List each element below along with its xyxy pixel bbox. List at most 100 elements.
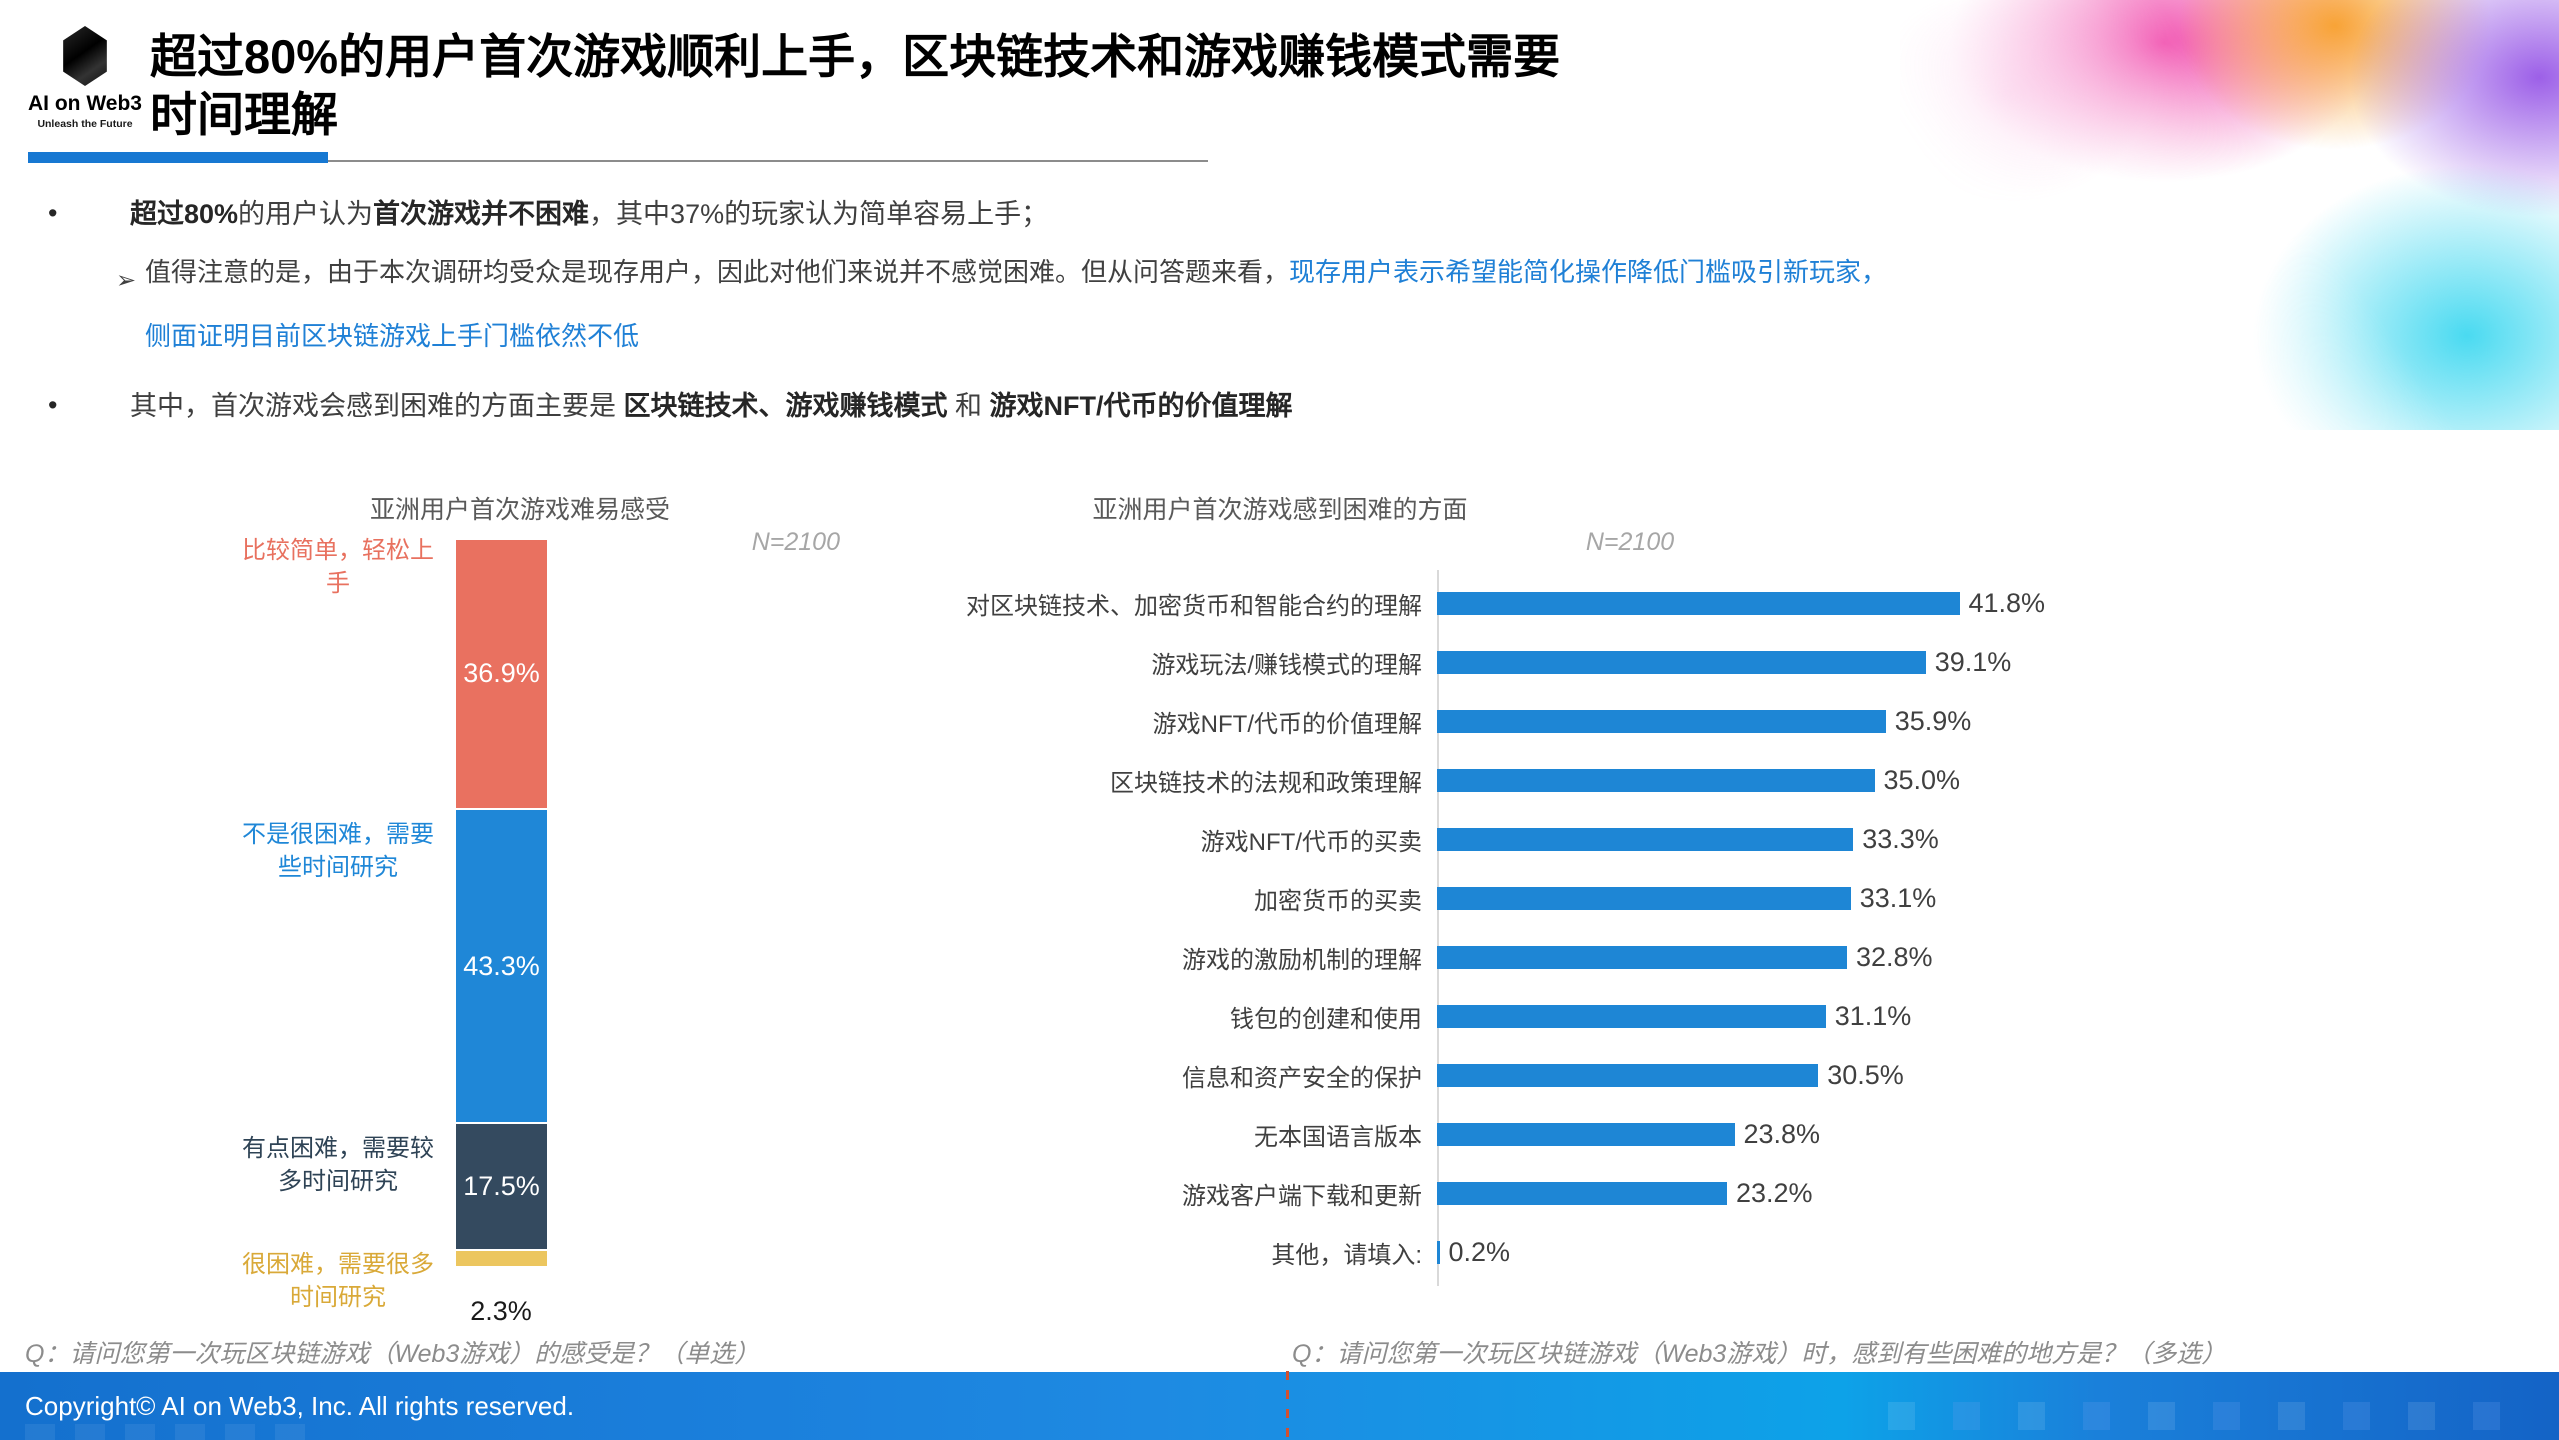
bar <box>1437 887 1851 910</box>
sub-bullet-arrow-icon: ➢ <box>116 267 137 294</box>
bar-value-label: 35.0% <box>1883 765 1961 795</box>
bar <box>1437 1005 1826 1028</box>
footer-decor-square <box>2018 1402 2045 1430</box>
stacked-bar: 36.9% 43.3% 17.5% <box>456 540 547 1266</box>
bar-row-label: 游戏客户端下载和更新 <box>1182 1183 1422 1210</box>
bar-row-label: 无本国语言版本 <box>1254 1124 1422 1151</box>
bar-row: 游戏NFT/代币的买卖 33.3% <box>860 810 2260 869</box>
bar-row: 信息和资产安全的保护 30.5% <box>860 1046 2260 1105</box>
bar-row-label: 游戏NFT/代币的价值理解 <box>1152 711 1422 738</box>
bar-value-label: 33.3% <box>1862 824 1939 854</box>
logo-tagline: Unleash the Future <box>37 118 133 130</box>
bullet-item-1: 超过80%的用户认为首次游戏并不困难，其中37%的玩家认为简单容易上手； <box>130 196 1048 232</box>
footer-divider-dashed-line <box>1286 1371 1289 1440</box>
bar-row: 对区块链技术、加密货币和智能合约的理解 41.8% <box>860 574 2260 633</box>
sub-bullet-item: 值得注意的是，由于本次调研均受众是现存用户，因此对他们来说并不感觉困难。但从问答… <box>145 240 2445 368</box>
bar <box>1437 710 1886 733</box>
bar-value-label: 23.8% <box>1743 1119 1821 1149</box>
bar-row-label: 钱包的创建和使用 <box>1230 1006 1422 1033</box>
stacked-bar-segment: 36.9% <box>456 540 547 808</box>
bar-row: 游戏的激励机制的理解 32.8% <box>860 928 2260 987</box>
logo-gem-icon <box>63 26 107 86</box>
category-label-somewhat-hard: 有点困难，需要较多时间研究 <box>242 1135 434 1195</box>
sub-bullet-highlight-2: 侧面证明目前区块链游戏上手门槛依然不低 <box>145 321 640 351</box>
bullet-2-bold-1: 区块链技术、游戏赚钱模式 <box>623 391 948 421</box>
bar-row-label: 区块链技术的法规和政策理解 <box>1110 770 1422 797</box>
bar <box>1437 1182 1727 1205</box>
bar-value-label: 30.5% <box>1827 1060 1904 1090</box>
bullet-1-bold-2: 首次游戏并不困难 <box>373 199 590 229</box>
sub-bullet-text: 值得注意的是，由于本次调研均受众是现存用户，因此对他们来说并不感觉困难。但从问答… <box>145 257 1290 287</box>
bullet-item-2: 其中，首次游戏会感到困难的方面主要是 区块链技术、游戏赚钱模式 和 游戏NFT/… <box>130 388 1293 424</box>
footer-decor-square <box>2278 1402 2305 1430</box>
axis-line <box>1437 570 1439 1286</box>
logo-name: AI on Web3 <box>28 92 142 115</box>
bullet-2-bold-2: 游戏NFT/代币的价值理解 <box>989 391 1293 421</box>
footer-decor-square <box>1888 1402 1915 1430</box>
bullet-marker: • <box>48 390 58 420</box>
bar <box>1437 1123 1735 1146</box>
bar-row: 无本国语言版本 23.8% <box>860 1105 2260 1164</box>
question-note-left: Q：请问您第一次玩区块链游戏（Web3游戏）的感受是？（单选） <box>25 1340 760 1368</box>
bar-row-label: 游戏玩法/赚钱模式的理解 <box>1151 652 1422 679</box>
stacked-bar-segment: 17.5% <box>456 1122 547 1250</box>
footer: Copyright© AI on Web3, Inc. All rights r… <box>0 1372 2559 1440</box>
footer-decor-square <box>2148 1402 2175 1430</box>
footer-decor-square <box>275 1424 305 1440</box>
logo: AI on Web3 Unleash the Future <box>20 26 150 130</box>
page-title: 超过80%的用户首次游戏顺利上手，区块链技术和游戏赚钱模式需要时间理解 <box>150 30 1561 141</box>
bar <box>1437 946 1847 969</box>
sub-bullet-highlight-1: 现存用户表示希望能简化操作降低门槛吸引新玩家， <box>1289 257 1888 287</box>
question-note-right: Q：请问您第一次玩区块链游戏（Web3游戏）时，感到有些困难的地方是？（多选） <box>1292 1340 2227 1368</box>
footer-decor-square <box>2083 1402 2110 1430</box>
bar-row-label: 加密货币的买卖 <box>1254 888 1422 915</box>
stacked-bar-segment: 43.3% <box>456 807 547 1123</box>
footer-decor-square <box>2473 1402 2500 1430</box>
footer-decor-square <box>1953 1402 1980 1430</box>
segment-percent-label: 17.5% <box>463 1171 540 1202</box>
right-chart-sample-size: N=2100 <box>1585 528 1675 556</box>
segment-percent-label: 36.9% <box>463 658 540 689</box>
title-underline-rule <box>328 160 1208 162</box>
bullet-1-text: 的用户认为 <box>238 199 374 229</box>
bar-value-label: 0.2% <box>1448 1237 1511 1267</box>
bar-row: 游戏NFT/代币的价值理解 35.9% <box>860 692 2260 751</box>
title-underline-accent <box>28 152 328 163</box>
stacked-bar-segment <box>456 1249 547 1266</box>
bar-value-label: 32.8% <box>1856 942 1933 972</box>
bar-row-label: 游戏的激励机制的理解 <box>1182 947 1422 974</box>
left-chart-sample-size: N=2100 <box>751 528 840 556</box>
bar-row: 加密货币的买卖 33.1% <box>860 869 2260 928</box>
bar-value-label: 33.1% <box>1859 883 1937 913</box>
bar-value-label: 35.9% <box>1894 706 1972 736</box>
left-chart-title: 亚洲用户首次游戏难易感受 <box>369 496 670 524</box>
bullet-1-bold-1: 超过80% <box>130 199 239 229</box>
bar-value-label: 23.2% <box>1736 1178 1813 1208</box>
bar-value-label: 41.8% <box>1968 588 2046 618</box>
segment-percent-label: 43.3% <box>463 950 540 981</box>
bar-row-label: 对区块链技术、加密货币和智能合约的理解 <box>966 593 1422 620</box>
bar-row-label: 其他，请填入: <box>1271 1242 1422 1269</box>
bar-row: 游戏客户端下载和更新 23.2% <box>860 1164 2260 1223</box>
footer-decor-square <box>75 1424 105 1440</box>
footer-decor-square <box>2213 1402 2240 1430</box>
footer-decor-square <box>25 1424 55 1440</box>
footer-decor-square <box>175 1424 205 1440</box>
copyright-text: Copyright© AI on Web3, Inc. All rights r… <box>25 1391 575 1421</box>
footer-decor-square <box>2408 1402 2435 1430</box>
bar-row: 其他，请填入: 0.2% <box>860 1223 2260 1282</box>
bar <box>1437 769 1875 792</box>
segment-percent-label-below: 2.3% <box>470 1296 532 1326</box>
bullet-marker: • <box>48 198 58 228</box>
category-label-not-hard: 不是很困难，需要些时间研究 <box>242 821 434 881</box>
bullet-2-mid: 和 <box>947 391 990 421</box>
bar <box>1437 1064 1819 1087</box>
bar-value-label: 31.1% <box>1834 1001 1912 1031</box>
bar-row: 游戏玩法/赚钱模式的理解 39.1% <box>860 633 2260 692</box>
bar <box>1437 828 1854 851</box>
footer-decor-square <box>125 1424 155 1440</box>
bar <box>1437 592 1960 615</box>
bar-row: 区块链技术的法规和政策理解 35.0% <box>860 751 2260 810</box>
bar <box>1437 1241 1440 1264</box>
bar-row-label: 游戏NFT/代币的买卖 <box>1200 829 1422 856</box>
